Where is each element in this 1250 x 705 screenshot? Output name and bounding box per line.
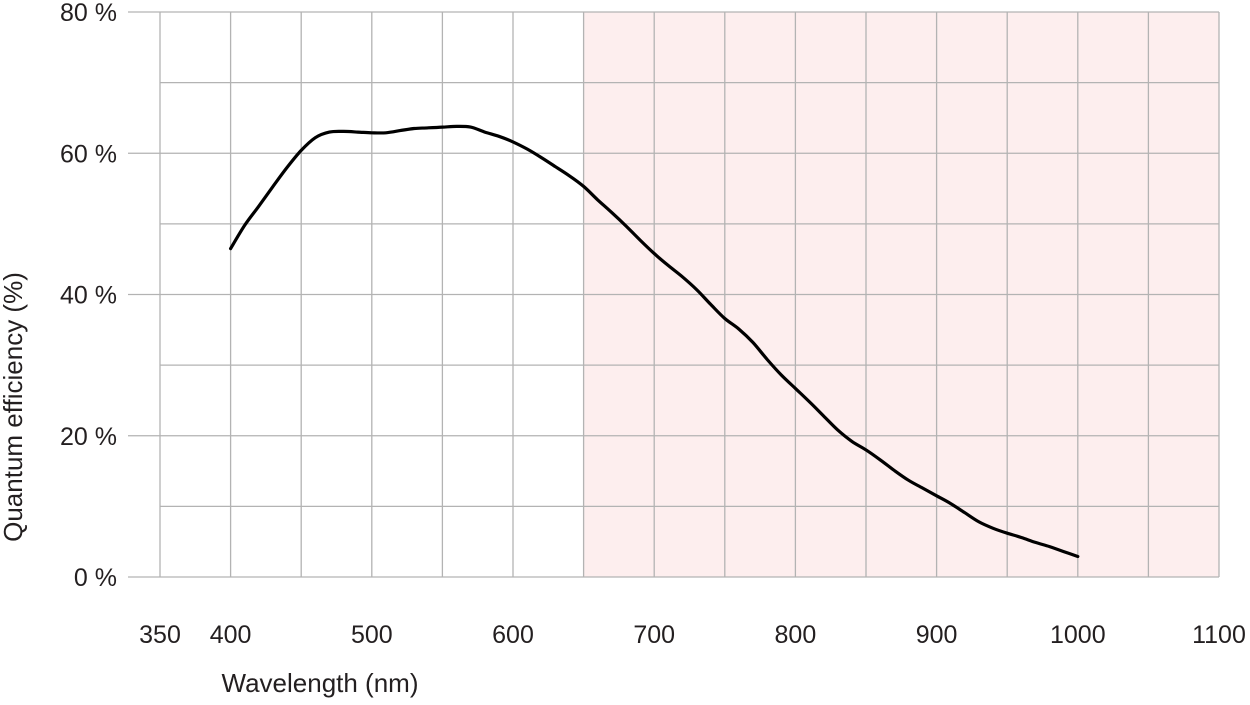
x-tick-label: 1000 (1050, 621, 1106, 649)
x-tick-label: 700 (633, 621, 675, 649)
x-tick-label: 400 (210, 621, 252, 649)
y-tick-label: 0 % (74, 564, 117, 592)
x-tick-label: 600 (492, 621, 534, 649)
x-axis-title: Wavelength (nm) (222, 668, 419, 698)
x-tick-label: 1100 (1192, 621, 1246, 649)
y-tick-label: 40 % (60, 282, 117, 310)
x-tick-label: 500 (351, 621, 393, 649)
x-tick-label: 350 (139, 621, 181, 649)
y-tick-label: 60 % (60, 140, 117, 168)
y-tick-label: 80 % (60, 0, 117, 27)
y-axis-title: Quantum efficiency (%) (0, 272, 28, 542)
x-tick-label: 900 (916, 621, 958, 649)
x-tick-label: 800 (775, 621, 817, 649)
series-line (229, 124, 1080, 559)
y-tick-label: 20 % (60, 423, 117, 451)
